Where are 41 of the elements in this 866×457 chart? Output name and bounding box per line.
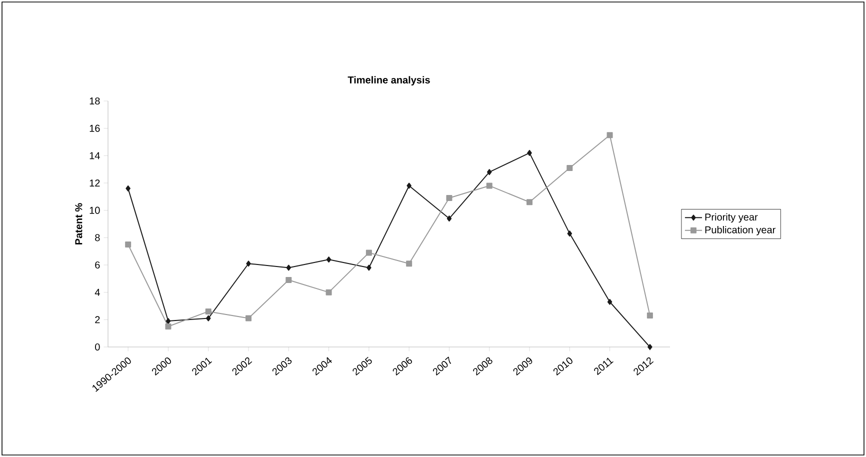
y-tick-label: 8 — [95, 234, 100, 242]
y-tick-label: 2 — [95, 316, 100, 324]
point — [567, 230, 572, 237]
point — [125, 241, 132, 248]
point — [246, 260, 251, 267]
y-tick-label: 6 — [95, 261, 100, 269]
point — [486, 182, 492, 189]
point — [606, 132, 613, 138]
point — [366, 250, 372, 256]
point — [286, 277, 292, 284]
y-axis-title: Patent % — [75, 203, 82, 244]
point — [607, 298, 612, 305]
point — [406, 260, 412, 267]
y-tick-label: 18 — [90, 97, 100, 105]
y-tick-label: 0 — [95, 343, 100, 351]
point — [648, 344, 652, 350]
point — [446, 195, 452, 202]
point — [566, 164, 573, 171]
point — [486, 169, 492, 176]
point — [326, 256, 332, 263]
y-tick-label: 16 — [90, 124, 100, 132]
y-tick-label: 14 — [90, 152, 100, 160]
point — [406, 182, 412, 189]
point — [205, 308, 212, 314]
y-tick-label: 4 — [94, 288, 100, 296]
point — [165, 323, 172, 330]
point — [126, 185, 130, 192]
chart-title: Timeline analysis — [348, 76, 430, 86]
point — [446, 216, 452, 222]
y-tick-label: 12 — [90, 180, 100, 186]
legend-label: Priority year — [705, 213, 758, 223]
y-tick-label: 10 — [90, 206, 100, 214]
point — [366, 264, 372, 271]
point — [526, 199, 533, 206]
point — [326, 289, 332, 296]
point — [646, 312, 653, 319]
point — [246, 315, 252, 322]
legend-label: Publication year — [705, 226, 776, 236]
point — [527, 150, 532, 156]
point — [206, 315, 211, 322]
point — [286, 264, 292, 271]
